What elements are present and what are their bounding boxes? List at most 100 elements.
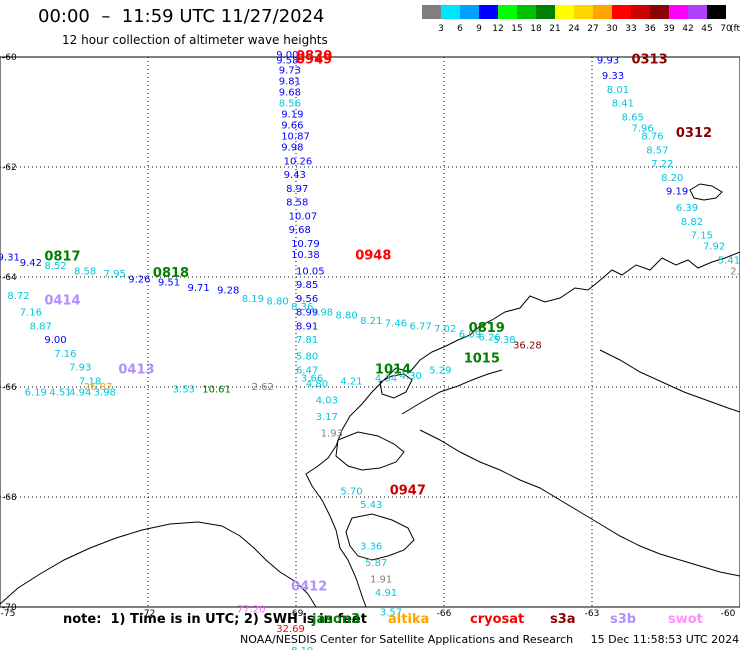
swh-value: 8.65 — [622, 112, 644, 123]
swh-labels: 9.009.589.739.819.688.569.199.6610.879.9… — [0, 49, 740, 650]
swh-value: 8.72 — [7, 291, 29, 302]
lon-tick-label: -69 — [289, 609, 304, 619]
swh-value: 6.47 — [296, 365, 318, 376]
swh-value: 6.39 — [676, 203, 698, 214]
south-shetland-coast — [689, 183, 723, 201]
pass-time-stamp: 0817 — [44, 250, 80, 265]
swh-value: 10.38 — [291, 250, 320, 261]
swh-value: 7.92 — [703, 242, 725, 253]
lat-tick-label: -64 — [2, 273, 17, 283]
scale-label-42: 42 — [682, 24, 693, 34]
swh-value: 32.69 — [276, 624, 305, 635]
lon-tick-label: -63 — [585, 609, 600, 619]
swh-value: 5.70 — [340, 486, 362, 497]
swh-value: 8.20 — [661, 173, 683, 184]
scale-label-24: 24 — [568, 24, 580, 34]
scale-label-9: 9 — [476, 24, 482, 34]
scale-swatch-30 — [593, 5, 612, 19]
swh-value: 2.62 — [252, 382, 274, 393]
pass-time-stamp: 0312 — [676, 126, 712, 141]
swh-value: 9.58 — [276, 56, 298, 67]
inner-weddell-coast — [599, 349, 740, 413]
swh-value: 77.20 — [237, 605, 266, 616]
scale-swatch-36 — [631, 5, 650, 19]
pass-time-stamp: 0819 — [469, 321, 505, 336]
scale-unit: (ft) — [730, 24, 740, 34]
lat-lon-grid: -60 -62 -64 -66 -68 -70-75 -72 -69 -66 -63 -60 — [0, 53, 740, 619]
swh-value: 5.29 — [429, 365, 451, 376]
scale-label-27: 27 — [587, 24, 598, 34]
scale-label-12: 12 — [492, 24, 503, 34]
scale-swatch-27 — [574, 5, 593, 19]
scale-label-3: 3 — [438, 24, 444, 34]
swh-value: 8.41 — [612, 99, 634, 110]
lat-tick-label: -60 — [2, 53, 17, 63]
scale-swatch-9 — [460, 5, 479, 19]
swh-value: 8.21 — [360, 316, 382, 327]
lat-tick-label: -70 — [2, 603, 17, 613]
swh-value: 5.87 — [365, 558, 387, 569]
swh-value: 7.16 — [20, 308, 42, 319]
satellite-s3a: s3a — [550, 612, 576, 627]
swh-value: 7.15 — [691, 231, 713, 242]
scale-swatch-21 — [536, 5, 555, 19]
coastline — [0, 183, 740, 608]
scale-swatch-12 — [479, 5, 498, 19]
swh-value: 7.81 — [296, 335, 318, 346]
swh-value: 4.30 — [400, 371, 422, 382]
swh-value: 9.51 — [158, 277, 180, 288]
swh-value: 9.33 — [602, 71, 624, 82]
swh-value: 4.51 — [49, 387, 71, 398]
swh-value: 5.80 — [296, 352, 318, 363]
map-subtitle: 12 hour collection of altimeter wave hei… — [62, 33, 328, 47]
swh-value: 9.19 — [666, 187, 688, 198]
swh-value: 4.80 — [306, 379, 328, 390]
scale-label-30: 30 — [606, 24, 618, 34]
swh-value: 9.98 — [281, 143, 303, 154]
pass-time-stamp: 1014 — [375, 362, 411, 377]
swh-value: 1.91 — [370, 574, 392, 585]
scale-swatch-24 — [555, 5, 574, 19]
swh-value: 7.95 — [104, 269, 126, 280]
swh-value: 9.19 — [281, 110, 303, 121]
swh-value: 2.2 — [730, 266, 740, 277]
swh-value: 5.43 — [360, 500, 382, 511]
swh-value: 9.31 — [0, 253, 20, 264]
pass-time-stamp: 0313 — [631, 53, 667, 68]
swh-value: 8.52 — [44, 261, 66, 272]
swh-value: 3.53 — [173, 385, 195, 396]
scale-swatch-33 — [612, 5, 631, 19]
map-frame — [0, 56, 740, 608]
credit-line: NOAA/NESDIS Center for Satellite Applica… — [240, 633, 740, 646]
swh-value: 5.38 — [493, 335, 515, 346]
swh-value: 26.87 — [84, 382, 113, 393]
lon-tick-label: -66 — [437, 609, 452, 619]
swh-value: 8.99 — [296, 308, 318, 319]
pass-time-stamp: 0949 — [296, 53, 332, 68]
swh-value: 3.57 — [380, 607, 402, 618]
swh-value: 9.42 — [20, 258, 42, 269]
lat-tick-label: -62 — [2, 163, 17, 173]
swh-value: 1.93 — [321, 429, 343, 440]
pass-time-stamp: 0948 — [355, 248, 391, 263]
satellite-altika: altika — [388, 612, 430, 627]
scale-label-18: 18 — [530, 24, 542, 34]
swh-value: 8.56 — [279, 99, 301, 110]
swh-value: 9.93 — [597, 56, 619, 67]
scale-label-70: 70 — [720, 24, 732, 34]
swh-value: 9.85 — [296, 280, 318, 291]
pass-time-stamp: 0412 — [291, 580, 327, 595]
swh-value: 6.26 — [479, 332, 501, 343]
swh-value: 5.41 — [718, 255, 740, 266]
swh-value: 8.97 — [286, 184, 308, 195]
swh-value: 10.26 — [284, 156, 313, 167]
swh-value: 4.94 — [69, 387, 91, 398]
coast-interior-2 — [379, 373, 413, 399]
pass-time-stamp: 0947 — [390, 483, 426, 498]
pass-time-stamp: 0414 — [44, 294, 80, 309]
swh-value: 8.80 — [335, 310, 357, 321]
swh-value: 7.22 — [651, 159, 673, 170]
lat-tick-label: -68 — [2, 493, 17, 503]
